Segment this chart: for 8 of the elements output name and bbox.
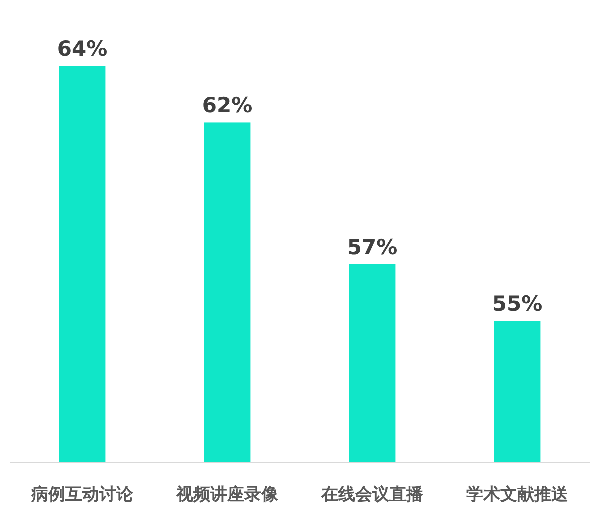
data-label: 62% [202, 94, 253, 118]
data-label: 57% [347, 236, 398, 260]
x-tick-label: 视频讲座录像 [176, 485, 280, 505]
x-tick-label: 在线会议直播 [320, 485, 424, 505]
data-label: 64% [57, 37, 108, 61]
x-tick-label: 学术文献推送 [466, 485, 568, 505]
x-tick-label: 病例互动讨论 [30, 485, 134, 505]
data-label: 55% [492, 292, 543, 316]
